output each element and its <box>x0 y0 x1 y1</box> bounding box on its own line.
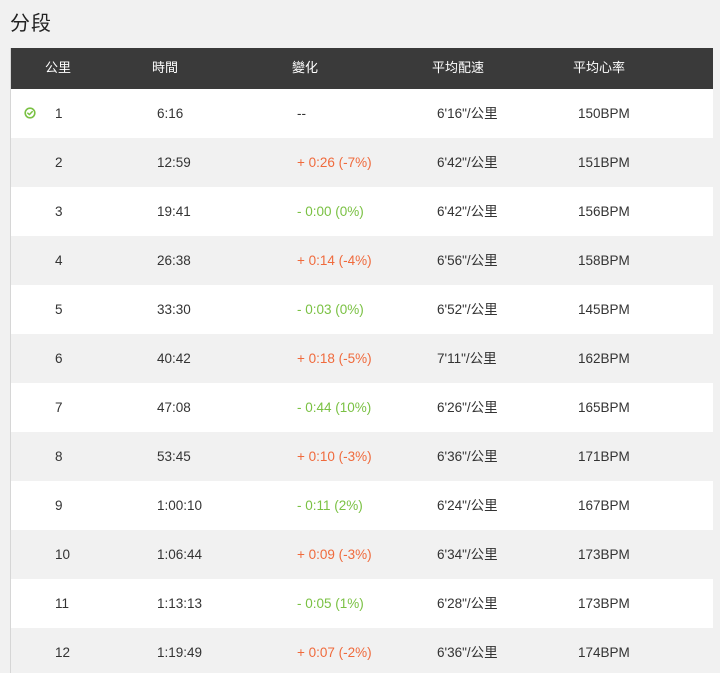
split-change: + 0:07 (-2%) <box>297 645 372 660</box>
split-km: 1 <box>55 106 63 121</box>
split-avg-heart-rate: 173BPM <box>578 547 630 562</box>
header-km: 公里 <box>45 61 72 76</box>
header-heart-rate: 平均心率 <box>573 61 626 76</box>
split-change: + 0:10 (-3%) <box>297 449 372 464</box>
check-circle-icon <box>24 107 36 119</box>
split-change: - 0:44 (10%) <box>297 400 372 415</box>
split-time: 1:00:10 <box>157 498 203 513</box>
split-avg-heart-rate: 167BPM <box>578 498 630 513</box>
split-avg-heart-rate: 156BPM <box>578 204 630 219</box>
split-km: 9 <box>55 498 63 513</box>
split-change: - 0:05 (1%) <box>297 596 364 611</box>
split-avg-heart-rate: 171BPM <box>578 449 630 464</box>
split-change: - 0:00 (0%) <box>297 204 364 219</box>
split-avg-heart-rate: 151BPM <box>578 155 630 170</box>
table-row[interactable]: 7 47:08 - 0:44 (10%) 6'26"/公里 165BPM <box>11 383 713 432</box>
split-avg-heart-rate: 173BPM <box>578 596 630 611</box>
table-row[interactable]: 5 33:30 - 0:03 (0%) 6'52"/公里 145BPM <box>11 285 713 334</box>
split-time: 6:16 <box>157 106 184 121</box>
split-time: 40:42 <box>157 351 191 366</box>
split-avg-pace: 6'42"/公里 <box>437 155 498 170</box>
split-avg-pace: 6'36"/公里 <box>437 449 498 464</box>
split-avg-heart-rate: 174BPM <box>578 645 630 660</box>
split-km: 8 <box>55 449 63 464</box>
split-time: 47:08 <box>157 400 191 415</box>
split-avg-pace: 6'52"/公里 <box>437 302 498 317</box>
header-time: 時間 <box>152 61 179 76</box>
split-time: 26:38 <box>157 253 191 268</box>
split-km: 4 <box>55 253 63 268</box>
section-title: 分段 <box>10 11 52 35</box>
table-header: 公里 時間 變化 平均配速 平均心率 <box>11 48 713 89</box>
split-avg-pace: 6'24"/公里 <box>437 498 498 513</box>
header-change: 變化 <box>292 61 319 76</box>
split-time: 12:59 <box>157 155 191 170</box>
table-row[interactable]: 11 1:13:13 - 0:05 (1%) 6'28"/公里 173BPM <box>11 579 713 628</box>
split-avg-pace: 6'16"/公里 <box>437 106 498 121</box>
table-row[interactable]: 10 1:06:44 + 0:09 (-3%) 6'34"/公里 173BPM <box>11 530 713 579</box>
split-avg-heart-rate: 162BPM <box>578 351 630 366</box>
table-row[interactable]: 4 26:38 + 0:14 (-4%) 6'56"/公里 158BPM <box>11 236 713 285</box>
split-change: + 0:09 (-3%) <box>297 547 372 562</box>
split-avg-pace: 6'56"/公里 <box>437 253 498 268</box>
split-change: - 0:11 (2%) <box>297 498 363 513</box>
splits-table: 公里 時間 變化 平均配速 平均心率 1 6:16 -- 6'16"/公里 150BPM… <box>10 48 713 673</box>
split-avg-heart-rate: 150BPM <box>578 106 630 121</box>
table-row[interactable]: 8 53:45 + 0:10 (-3%) 6'36"/公里 171BPM <box>11 432 713 481</box>
split-avg-pace: 6'34"/公里 <box>437 547 498 562</box>
split-time: 1:13:13 <box>157 596 203 611</box>
split-km: 11 <box>55 596 70 611</box>
split-avg-pace: 6'42"/公里 <box>437 204 498 219</box>
table-row[interactable]: 12 1:19:49 + 0:07 (-2%) 6'36"/公里 174BPM <box>11 628 713 673</box>
split-avg-heart-rate: 158BPM <box>578 253 630 268</box>
split-time: 33:30 <box>157 302 191 317</box>
header-pace: 平均配速 <box>432 61 485 76</box>
split-km: 6 <box>55 351 63 366</box>
split-change: - 0:03 (0%) <box>297 302 364 317</box>
table-row[interactable]: 6 40:42 + 0:18 (-5%) 7'11"/公里 162BPM <box>11 334 713 383</box>
split-time: 53:45 <box>157 449 191 464</box>
split-avg-pace: 6'26"/公里 <box>437 400 498 415</box>
split-change: + 0:26 (-7%) <box>297 155 372 170</box>
split-km: 12 <box>55 645 71 660</box>
split-time: 19:41 <box>157 204 191 219</box>
split-change: -- <box>297 106 306 121</box>
table-row[interactable]: 3 19:41 - 0:00 (0%) 6'42"/公里 156BPM <box>11 187 713 236</box>
split-km: 10 <box>55 547 71 562</box>
split-km: 3 <box>55 204 63 219</box>
split-time: 1:19:49 <box>157 645 203 660</box>
split-avg-pace: 6'36"/公里 <box>437 645 498 660</box>
split-km: 7 <box>55 400 63 415</box>
table-body: 1 6:16 -- 6'16"/公里 150BPM 2 12:59 + 0:26 (-7%) 6… <box>11 89 713 673</box>
split-time: 1:06:44 <box>157 547 203 562</box>
table-row[interactable]: 1 6:16 -- 6'16"/公里 150BPM <box>11 89 713 138</box>
table-row[interactable]: 2 12:59 + 0:26 (-7%) 6'42"/公里 151BPM <box>11 138 713 187</box>
split-km: 5 <box>55 302 63 317</box>
split-km: 2 <box>55 155 63 170</box>
split-change: + 0:14 (-4%) <box>297 253 372 268</box>
split-avg-pace: 7'11"/公里 <box>437 351 497 366</box>
table-row[interactable]: 9 1:00:10 - 0:11 (2%) 6'24"/公里 167BPM <box>11 481 713 530</box>
split-avg-heart-rate: 145BPM <box>578 302 630 317</box>
split-avg-heart-rate: 165BPM <box>578 400 630 415</box>
split-change: + 0:18 (-5%) <box>297 351 372 366</box>
split-avg-pace: 6'28"/公里 <box>437 596 498 611</box>
